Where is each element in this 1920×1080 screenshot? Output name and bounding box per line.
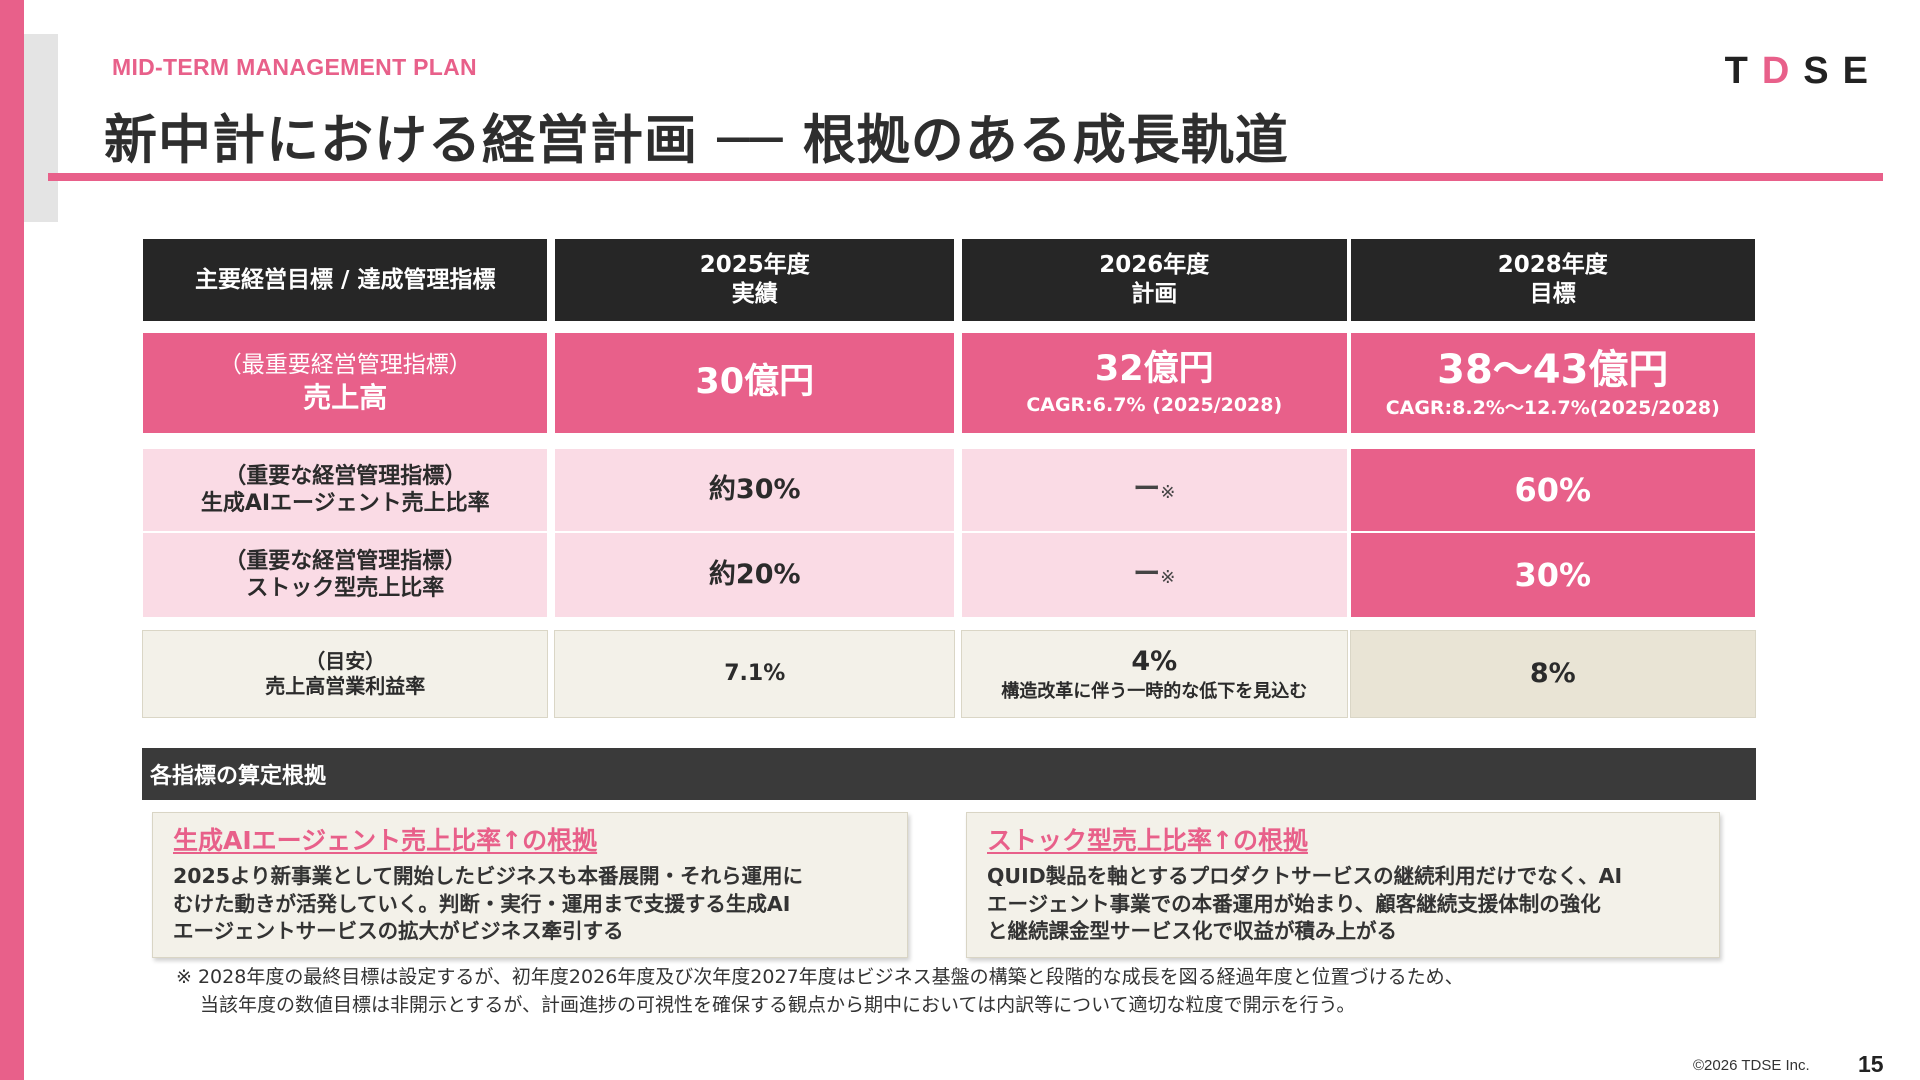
header-metric: 主要経営目標 / 達成管理指標 [142,238,549,322]
sales-2028: 38～43億円 CAGR:8.2%～12.7%(2025/2028) [1349,332,1757,434]
ai-ratio-2028: 60% [1349,448,1757,532]
sales-2026: 32億円 CAGR:6.7% (2025/2028) [960,332,1348,434]
sales-2025: 30億円 [554,332,955,434]
stock-ratio-label: （重要な経営管理指標） ストック型売上比率 [142,532,549,618]
header-2026: 2026年度 計画 [960,238,1348,322]
op-margin-2026: 4% 構造改革に伴う一時的な低下を見込む [960,630,1348,718]
header-2028: 2028年度 目標 [1349,238,1757,322]
stock-ratio-basis-body: QUID製品を軸とするプロダクトサービスの継続利用だけでなく、AI エージェント… [987,864,1623,944]
header-2025: 2025年度 実績 [554,238,955,322]
title-rule [48,173,1883,181]
op-margin-label: （目安） 売上高営業利益率 [142,630,549,718]
table-header-row: 主要経営目標 / 達成管理指標 2025年度 実績 2026年度 計画 2028年度… [142,238,1757,322]
left-accent-bar [0,0,24,1080]
stock-ratio-2025: 約20% [554,532,955,618]
ai-ratio-basis-title: 生成AIエージェント売上比率↑の根拠 [173,826,598,855]
table-row-sales: （最重要経営管理指標） 売上高 30億円 32億円 CAGR:6.7% (2025/… [142,332,1757,434]
table-row-op-margin: （目安） 売上高営業利益率 7.1% 4% 構造改革に伴う一時的な低下を見込む 8% [142,630,1757,718]
section-eyebrow: MID-TERM MANAGEMENT PLAN [112,54,477,80]
op-margin-2028: 8% [1349,630,1757,718]
stock-ratio-basis-box: ストック型売上比率↑の根拠 QUID製品を軸とするプロダクトサービスの継続利用だ… [966,812,1720,958]
stock-ratio-2028: 30% [1349,532,1757,618]
tdse-logo: TDSE [1724,50,1882,92]
ai-ratio-label: （重要な経営管理指標） 生成AIエージェント売上比率 [142,448,549,532]
basis-heading: 各指標の算定根拠 [142,748,1756,800]
ai-ratio-2025: 約30% [554,448,955,532]
footnote: ※ 2028年度の最終目標は設定するが、初年度2026年度及び次年度2027年度… [176,966,1464,1016]
page-title: 新中計における経営計画 ── 根拠のある成長軌道 [104,110,1289,171]
table-row-stock-ratio: （重要な経営管理指標） ストック型売上比率 約20% ー※ 30% [142,532,1757,618]
ai-ratio-basis-box: 生成AIエージェント売上比率↑の根拠 2025より新事業として開始したビジネスも… [152,812,908,958]
ai-ratio-2026: ー※ [960,448,1348,532]
left-grey-bar [24,34,58,222]
table-row-ai-ratio: （重要な経営管理指標） 生成AIエージェント売上比率 約30% ー※ 60% [142,448,1757,532]
page-number: 15 [1858,1051,1884,1077]
kpi-table: 主要経営目標 / 達成管理指標 2025年度 実績 2026年度 計画 2028年度… [142,238,1757,718]
stock-ratio-2026: ー※ [960,532,1348,618]
ai-ratio-basis-body: 2025より新事業として開始したビジネスも本番展開・それら運用に むけた動きが活… [173,864,804,944]
copyright: ©2026 TDSE Inc. [1693,1057,1810,1074]
stock-ratio-basis-title: ストック型売上比率↑の根拠 [987,826,1308,855]
sales-label: （最重要経営管理指標） 売上高 [142,332,549,434]
op-margin-2025: 7.1% [554,630,955,718]
